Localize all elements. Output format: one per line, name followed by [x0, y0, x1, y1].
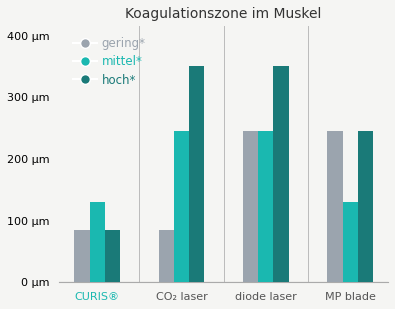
Bar: [189, 66, 204, 282]
Bar: [90, 202, 105, 282]
Bar: [258, 131, 273, 282]
Legend: gering*, mittel*, hoch*: gering*, mittel*, hoch*: [68, 32, 150, 91]
Bar: [159, 230, 174, 282]
Bar: [342, 202, 358, 282]
Bar: [174, 131, 189, 282]
Title: Koagulationszone im Muskel: Koagulationszone im Muskel: [126, 7, 322, 21]
Bar: [358, 131, 373, 282]
Bar: [273, 66, 289, 282]
Bar: [243, 131, 258, 282]
Bar: [75, 230, 90, 282]
Bar: [327, 131, 342, 282]
Bar: [105, 230, 120, 282]
